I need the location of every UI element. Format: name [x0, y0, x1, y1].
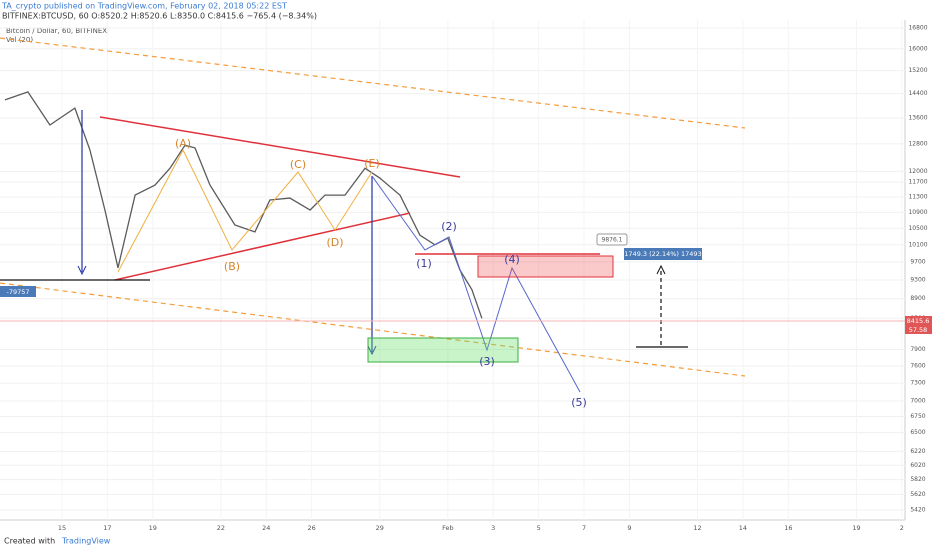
measure-label: [0, 286, 36, 297]
x-tick-label: 9: [627, 524, 631, 532]
x-tick-label: 26: [308, 524, 316, 532]
y-tick-label: 6750: [910, 413, 925, 420]
y-tick-label: 13600: [908, 115, 927, 122]
y-tick-label: 11700: [908, 179, 927, 186]
price-label: [596, 233, 628, 246]
y-tick-label: 7900: [910, 346, 925, 353]
y-tick-label: 6220: [910, 448, 925, 455]
wave-label: (1): [416, 257, 432, 270]
wave-label: (B): [224, 260, 240, 273]
x-tick-label: 12: [693, 524, 701, 532]
y-tick-label: 16000: [908, 45, 927, 52]
triangle-line: [114, 212, 411, 281]
y-tick-label: 10500: [908, 225, 927, 232]
wave-label: (2): [441, 220, 457, 233]
y-tick-label: 10100: [908, 241, 927, 248]
y-tick-label: 16800: [908, 25, 927, 32]
x-tick-label: 5: [537, 524, 541, 532]
y-tick-label: 12800: [908, 140, 927, 147]
last-price-tag: [905, 316, 932, 325]
x-tick-label: 19: [852, 524, 860, 532]
x-tick-label: 15: [58, 524, 66, 532]
x-tick-label: 22: [217, 524, 225, 532]
y-tick-label: 14400: [908, 90, 927, 97]
abcde-path: [117, 148, 373, 273]
x-tick-label: 7: [582, 524, 586, 532]
y-tick-label: 7600: [910, 362, 925, 369]
measure-label-text: 1749.3 (22.14%) 17493: [624, 250, 701, 258]
y-tick-label: 7000: [910, 398, 925, 405]
x-tick-label: 17: [103, 524, 111, 532]
wave-label: (4): [504, 253, 520, 266]
wave-label: (5): [571, 396, 587, 409]
publisher: TA_crypto published on TradingView.com, …: [1, 2, 287, 11]
wave-label: (3): [479, 355, 495, 368]
x-tick-label: Feb: [442, 524, 454, 532]
symbol-line: BITFINEX:BTCUSD, 60 O:8520.2 H:8520.6 L:…: [2, 12, 317, 21]
price-label-text: 9876.1: [602, 237, 623, 244]
wave-label: (A): [175, 137, 191, 150]
arrow-head: [656, 264, 666, 275]
target-box: [477, 255, 614, 278]
x-tick-label: 2: [900, 524, 904, 532]
y-tick-label: 8900: [910, 295, 925, 302]
y-tick-label: 6500: [910, 429, 925, 436]
footer-brand: TradingView: [61, 537, 111, 546]
channel-line: [0, 37, 746, 129]
x-tick-label: 14: [739, 524, 747, 532]
channel-line: [0, 282, 746, 377]
y-tick-label: 9700: [910, 259, 925, 266]
y-tick-label: 10900: [908, 209, 927, 216]
measure-label: [624, 248, 702, 260]
x-tick-label: 29: [376, 524, 384, 532]
x-tick-label: 16: [784, 524, 792, 532]
y-tick-label: 7300: [910, 380, 925, 387]
last-price-text: 8415.6: [907, 317, 930, 325]
x-tick-label: 19: [149, 524, 157, 532]
price-line: [4, 91, 483, 319]
legend: Bitcoin / Dollar, 60, BITFINEX: [6, 27, 107, 35]
x-tick-label: 3: [491, 524, 495, 532]
y-tick-label: 5420: [910, 507, 925, 514]
arrow-head: [367, 345, 377, 356]
y-tick-label: 15200: [908, 67, 927, 74]
y-tick-label: 12000: [908, 168, 927, 175]
wave-label: (C): [290, 158, 306, 171]
plot: 16800 16000 15200 14400 13600 12800 12000 11700…: [0, 20, 928, 532]
triangle-line: [99, 116, 461, 178]
countdown-text: 57.58: [909, 326, 928, 334]
y-tick-label: 5620: [910, 491, 925, 498]
y-tick-label: 6020: [910, 462, 925, 469]
wave-label: (D): [326, 236, 343, 249]
y-tick-label: 5820: [910, 476, 925, 483]
countdown-tag: [905, 325, 932, 334]
y-tick-label: 11300: [908, 193, 927, 200]
target-box: [367, 337, 519, 363]
y-tick-label: 9300: [910, 276, 925, 283]
footer-created: Created with: [4, 537, 55, 546]
wave-path: [371, 175, 581, 393]
x-tick-label: 24: [262, 524, 270, 532]
wave-label: (E): [364, 157, 380, 170]
arrow-head: [77, 265, 87, 276]
measure-label-text: -79757: [6, 288, 29, 296]
